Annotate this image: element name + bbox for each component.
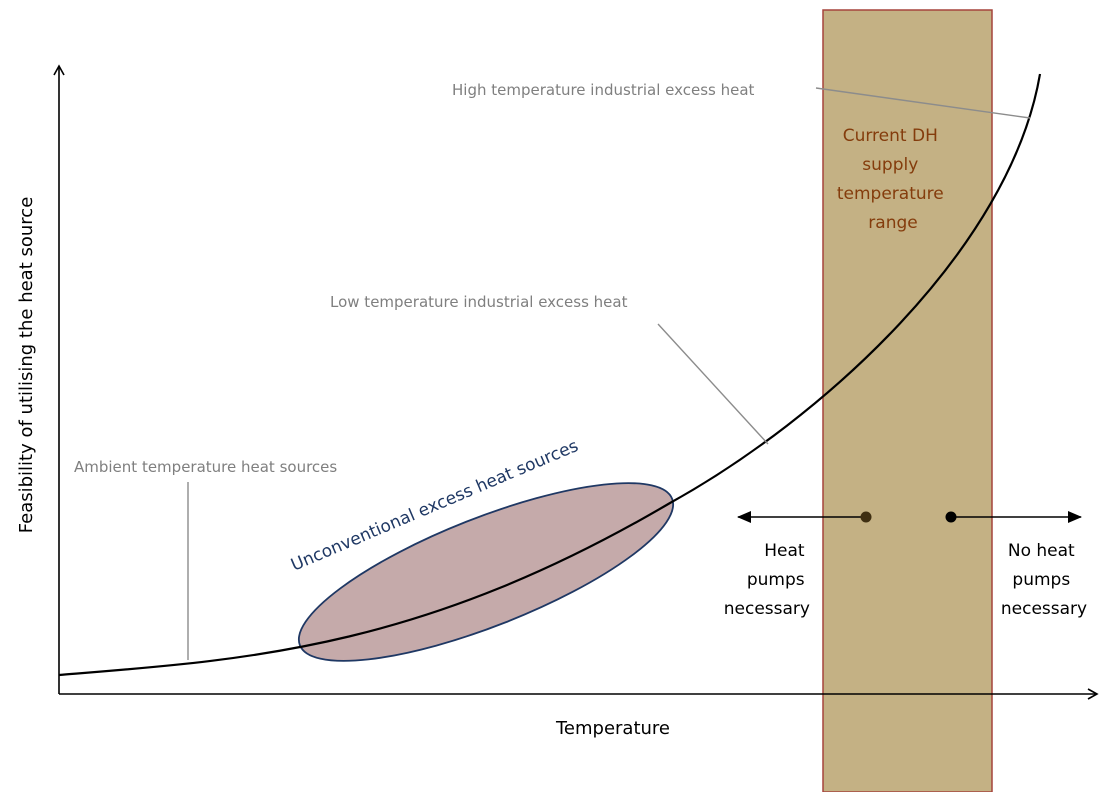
heat-pumps-line: Heat xyxy=(764,541,805,561)
unconventional-heat-ellipse xyxy=(297,482,675,662)
high-temp-leader-line xyxy=(815,87,1031,119)
no-heat-pumps-label: No heat pumps necessary xyxy=(1001,541,1087,619)
heat-pumps-line: pumps xyxy=(747,570,805,590)
right-arrow-dot xyxy=(945,511,957,523)
ambient-label: Ambient temperature heat sources xyxy=(74,458,337,476)
dh-band-label: Current DH supply temperature range xyxy=(837,126,949,233)
dh-band-label-line: supply xyxy=(862,155,918,175)
low-temp-leader-line xyxy=(657,323,769,445)
left-arrow-dot xyxy=(860,511,872,523)
x-axis-title: Temperature xyxy=(555,718,670,739)
no-heat-pumps-line: No heat xyxy=(1008,541,1075,561)
dh-band-label-line: temperature xyxy=(837,184,944,204)
heat-pumps-line: necessary xyxy=(724,599,810,619)
high-temp-label: High temperature industrial excess heat xyxy=(452,81,755,99)
dh-band-label-line: Current DH xyxy=(843,126,938,146)
no-heat-pumps-line: necessary xyxy=(1001,599,1087,619)
y-axis-title: Feasibility of utilising the heat source xyxy=(16,197,37,534)
no-heat-pumps-line: pumps xyxy=(1012,570,1070,590)
dh-supply-temperature-band xyxy=(822,9,993,792)
dh-band-label-line: range xyxy=(868,213,917,233)
heat-pumps-necessary-label: Heat pumps necessary xyxy=(724,541,810,619)
feasibility-curve xyxy=(58,73,1042,677)
low-temp-label: Low temperature industrial excess heat xyxy=(330,293,628,311)
